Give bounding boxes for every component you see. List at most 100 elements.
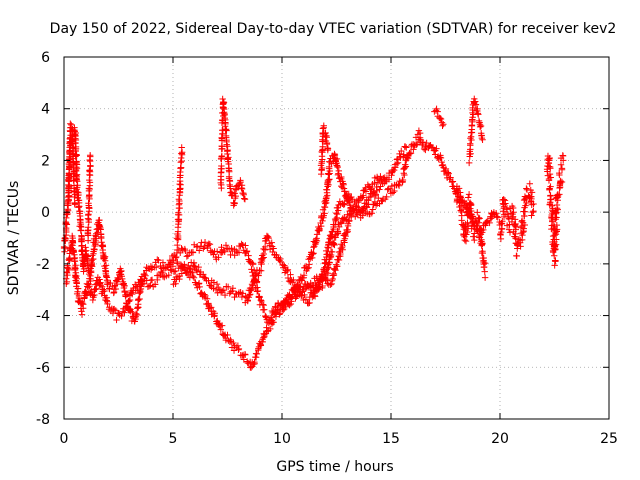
data-point [281, 262, 288, 269]
data-point [218, 322, 226, 329]
data-point [262, 312, 269, 320]
data-point [261, 246, 269, 254]
axis-ticks: 0 5 10 15 20 25 -8 -6 -4 -2 0 2 4 6 [36, 50, 618, 447]
data-point [172, 267, 179, 275]
data-point [512, 226, 520, 233]
data-point [547, 192, 554, 200]
data-point [220, 286, 227, 294]
data-point [401, 143, 409, 150]
data-point [70, 176, 77, 184]
data-point [399, 176, 407, 184]
data-point [316, 283, 323, 290]
data-point [114, 276, 122, 283]
data-point [83, 252, 90, 259]
data-point [235, 345, 243, 353]
data-point [546, 185, 553, 192]
data-point [248, 266, 255, 273]
data-point [238, 240, 245, 248]
data-point [309, 250, 317, 258]
data-point [548, 202, 556, 209]
data-point [546, 170, 554, 178]
data-point [403, 144, 410, 151]
data-point [368, 210, 376, 217]
data-point [189, 249, 197, 256]
data-point [355, 204, 362, 211]
data-point [129, 309, 136, 316]
data-point [183, 253, 191, 260]
data-point [477, 122, 485, 130]
data-point [324, 269, 331, 277]
data-point [528, 189, 536, 196]
data-point [228, 245, 235, 252]
data-point [196, 247, 203, 254]
data-point [477, 230, 484, 238]
data-point [342, 232, 349, 240]
data-point [167, 266, 174, 273]
data-point [320, 122, 327, 129]
data-point [143, 264, 150, 271]
data-point [178, 270, 186, 277]
data-point [362, 188, 370, 195]
data-point [551, 246, 559, 253]
data-point [375, 194, 382, 202]
data-point [553, 221, 561, 229]
data-point [360, 208, 368, 216]
data-point [317, 277, 324, 284]
data-point [154, 276, 161, 284]
data-point [132, 310, 140, 317]
data-point [246, 291, 253, 299]
data-point [332, 217, 339, 224]
data-point [189, 273, 197, 280]
data-point [80, 268, 87, 275]
data-point [374, 179, 382, 186]
data-points [60, 95, 567, 371]
data-point [63, 221, 71, 228]
data-point [474, 105, 481, 113]
data-point [85, 224, 92, 231]
data-point [344, 211, 351, 218]
data-point [500, 196, 507, 203]
data-point [310, 250, 317, 257]
data-point [302, 285, 310, 292]
data-point [304, 265, 311, 272]
data-point [333, 159, 340, 167]
data-point [486, 219, 493, 227]
data-point [177, 164, 185, 171]
data-point [206, 304, 213, 312]
data-point [211, 312, 218, 319]
data-point [213, 280, 221, 288]
data-point [480, 260, 488, 268]
data-point [390, 166, 398, 174]
data-point [231, 199, 238, 207]
data-point [550, 245, 558, 253]
data-point [550, 252, 558, 259]
data-point [313, 231, 321, 238]
data-point [323, 140, 331, 148]
data-point [465, 191, 473, 198]
data-point [471, 230, 478, 237]
data-point [174, 241, 181, 249]
data-point [86, 167, 93, 175]
data-point [467, 201, 475, 208]
data-point [553, 201, 561, 209]
data-point [393, 156, 401, 163]
data-point [481, 259, 489, 267]
data-point [86, 283, 93, 290]
data-point [237, 178, 244, 186]
data-point [479, 136, 486, 143]
data-point [172, 254, 179, 261]
data-point [394, 159, 402, 166]
data-point [75, 292, 83, 300]
data-point [349, 205, 357, 212]
data-point [210, 285, 217, 292]
data-point [327, 281, 334, 288]
data-point [253, 350, 260, 358]
data-point [497, 235, 505, 243]
data-point [113, 316, 120, 324]
data-point [413, 141, 420, 148]
data-point [97, 282, 104, 289]
data-point [422, 143, 429, 151]
data-point [494, 214, 502, 221]
data-point [255, 272, 262, 279]
data-point [437, 115, 445, 123]
